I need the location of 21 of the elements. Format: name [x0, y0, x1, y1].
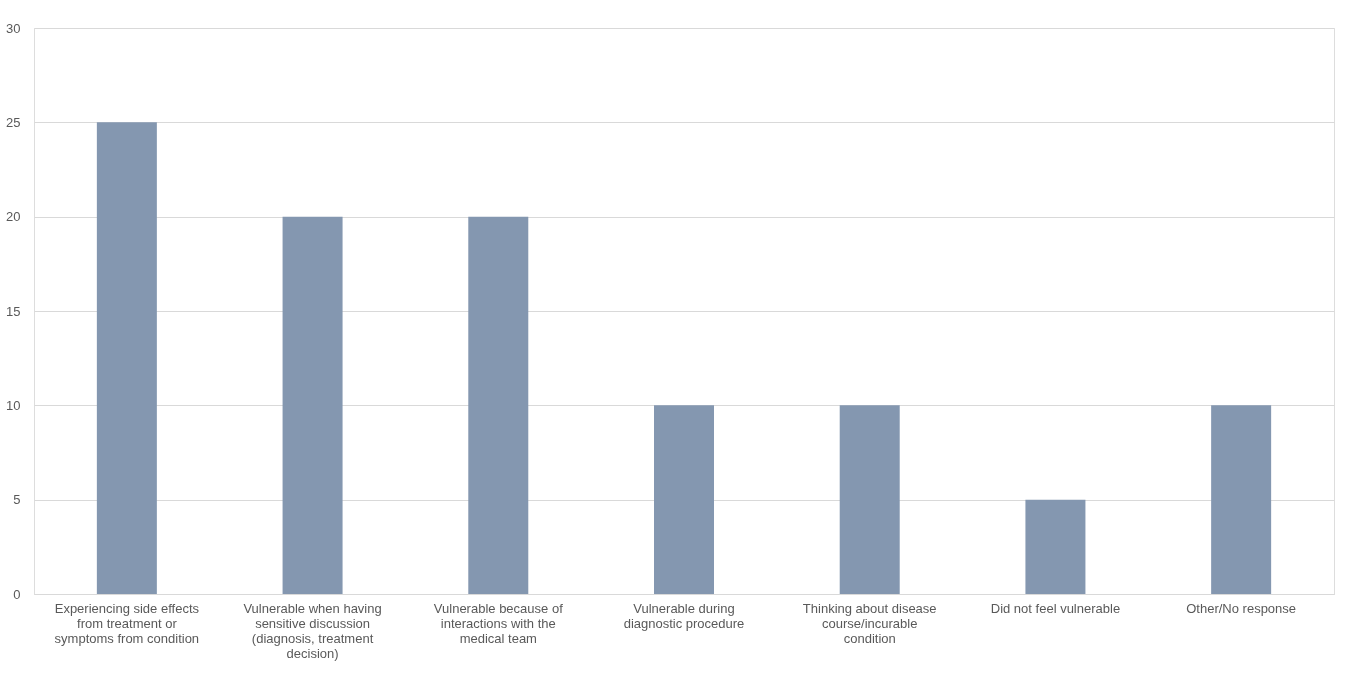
bar: [1025, 499, 1086, 594]
y-tick-label: 0: [13, 586, 21, 602]
x-tick-label: Vulnerable when having sensitive discussion (diagnosis, treatment decision): [243, 600, 382, 661]
x-tick-label: Experiencing side effects from treatment or symptoms from condition: [54, 600, 200, 646]
x-tick-label: Thinking about disease course/incurable condition: [802, 600, 937, 646]
x-tick-label: Vulnerable because of interactions with the medical team: [433, 600, 564, 646]
y-tick-label: 15: [6, 303, 21, 319]
x-tick-label: Did not feel vulnerable: [990, 600, 1121, 616]
bar: [96, 122, 157, 594]
bar: [468, 216, 529, 594]
x-tick-label: Other/No response: [1186, 600, 1297, 616]
y-tick-label: 5: [13, 492, 21, 508]
y-tick-label: 10: [6, 397, 21, 413]
bar: [839, 405, 900, 594]
bar: [282, 216, 343, 594]
bar: [1211, 405, 1272, 594]
bar: [654, 405, 714, 594]
y-tick-label: 25: [6, 114, 21, 130]
y-tick-label: 20: [6, 209, 21, 225]
y-tick-label: 30: [6, 20, 21, 36]
x-tick-label: Vulnerable during diagnostic procedure: [623, 600, 745, 631]
